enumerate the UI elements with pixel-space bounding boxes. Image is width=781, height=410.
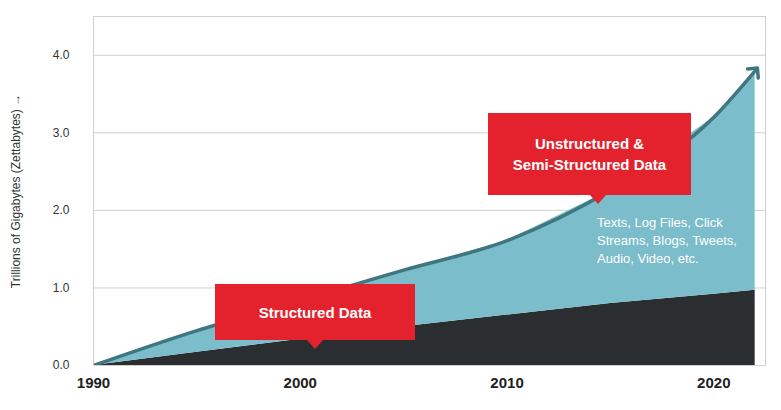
svg-text:2000: 2000: [284, 374, 317, 391]
svg-text:2010: 2010: [490, 374, 523, 391]
html-text:Texts, Log Files, Click Stream: Texts, Log Files, Click Streams, Blogs, …: [597, 215, 737, 266]
html-text:Structured Data: Structured Data: [258, 303, 372, 321]
svg-text:0.0: 0.0: [53, 358, 70, 372]
svg-text:Trillions of Gigabytes (Zettab: Trillions of Gigabytes (Zettabytes) →: [9, 94, 23, 288]
svg-text:4.0: 4.0: [53, 48, 70, 62]
svg-text:1990: 1990: [77, 374, 110, 391]
svg-text:2020: 2020: [697, 374, 730, 391]
svg-text:1.0: 1.0: [53, 281, 70, 295]
svg-text:2.0: 2.0: [53, 203, 70, 217]
svg-text:3.0: 3.0: [53, 126, 70, 140]
html-text:Unstructured &: Unstructured &: [534, 135, 645, 152]
html-text:Semi-Structured Data: Semi-Structured Data: [512, 156, 667, 173]
